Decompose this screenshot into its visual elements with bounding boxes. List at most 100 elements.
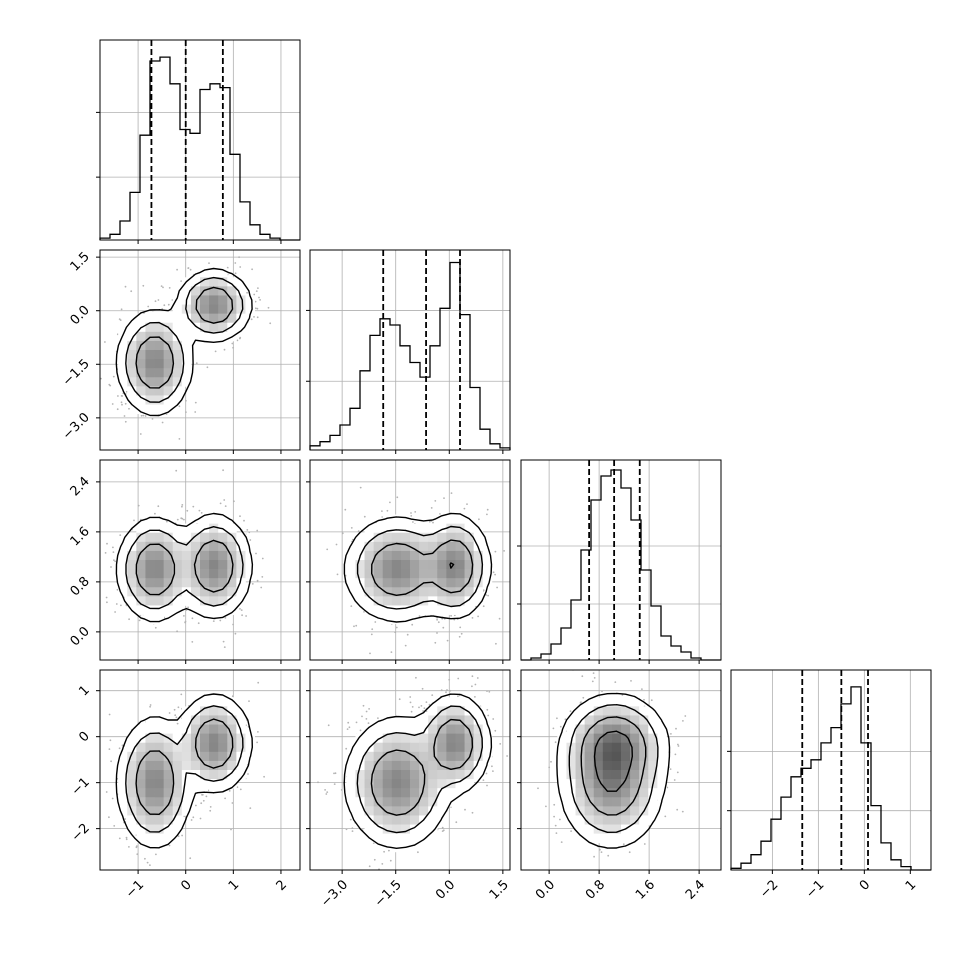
density-cell xyxy=(154,541,165,552)
density-cell xyxy=(127,560,137,570)
density-cell xyxy=(209,286,219,296)
density-cell xyxy=(218,770,228,780)
scatter-point xyxy=(111,403,114,405)
density-cell xyxy=(355,587,365,597)
scatter-point xyxy=(231,342,234,345)
scatter-point xyxy=(256,529,259,532)
scatter-point xyxy=(124,402,127,405)
scatter-point xyxy=(269,322,272,325)
scatter-point xyxy=(168,287,171,289)
scatter-point xyxy=(350,527,353,529)
scatter-point xyxy=(191,641,194,643)
density-cell xyxy=(200,541,210,552)
density-cell xyxy=(190,578,201,588)
density-cell xyxy=(227,605,237,615)
density-cell xyxy=(154,550,165,561)
density-cell xyxy=(145,806,155,816)
density-cell xyxy=(172,368,183,378)
density-cell xyxy=(200,605,210,615)
density-cell xyxy=(163,724,174,735)
density-cell xyxy=(163,359,174,369)
density-cell xyxy=(136,404,146,415)
density-cell xyxy=(190,560,201,570)
density-cell xyxy=(154,760,165,771)
scatter-point xyxy=(208,262,210,264)
density-cell xyxy=(172,340,183,351)
scatter-point xyxy=(255,552,257,555)
scatter-point xyxy=(422,710,424,712)
density-cell xyxy=(373,532,384,543)
density-cell xyxy=(127,824,137,835)
density-cell xyxy=(127,742,137,753)
density-cell xyxy=(446,596,456,606)
density-cell xyxy=(145,514,155,525)
scatter-point xyxy=(248,531,251,534)
scatter-point xyxy=(344,508,347,511)
density-cell xyxy=(209,523,219,534)
panel-2d-3-0 xyxy=(96,669,301,874)
scatter-point xyxy=(119,534,122,536)
panel-2d-2-1 xyxy=(306,459,511,664)
density-cell xyxy=(437,541,447,552)
scatter-point xyxy=(222,469,225,472)
density-cell xyxy=(181,523,192,534)
density-cell xyxy=(181,313,192,324)
density-cell xyxy=(190,587,201,597)
density-cell xyxy=(200,550,210,561)
density-cell xyxy=(355,560,365,570)
density-cell xyxy=(209,596,219,606)
density-cell xyxy=(227,578,237,588)
panel-frame xyxy=(99,249,301,451)
density-cell xyxy=(218,587,228,597)
density-cell xyxy=(391,541,402,552)
density-cell xyxy=(346,550,356,561)
scatter-point xyxy=(418,615,421,617)
density-cell xyxy=(455,532,465,543)
scatter-point xyxy=(449,689,452,692)
scatter-point xyxy=(353,625,355,628)
scatter-point xyxy=(459,626,462,629)
density-cell xyxy=(200,514,210,525)
density-cell xyxy=(136,368,146,378)
density-cell xyxy=(145,605,155,615)
scatter-point xyxy=(389,859,392,862)
scatter-point xyxy=(124,285,127,288)
density-cell xyxy=(464,578,475,588)
density-cell xyxy=(136,578,146,588)
density-cell xyxy=(172,742,183,753)
density-cell xyxy=(163,605,174,615)
density-cell xyxy=(118,779,128,789)
scatter-point xyxy=(340,789,343,791)
density-cell xyxy=(410,587,420,597)
density-cell xyxy=(200,569,210,579)
density-cell xyxy=(145,532,155,543)
density-cell xyxy=(127,797,137,807)
density-cell xyxy=(172,331,183,342)
density-cell xyxy=(127,340,137,351)
scatter-point xyxy=(415,676,417,679)
scatter-point xyxy=(117,395,119,397)
density-cell xyxy=(419,523,429,534)
density-cell xyxy=(382,605,393,615)
density-cell xyxy=(145,368,155,378)
scatter-point xyxy=(317,781,319,784)
scatter-point xyxy=(345,747,348,750)
density-cell xyxy=(118,340,128,351)
scatter-point xyxy=(135,845,138,847)
density-cell xyxy=(382,596,393,606)
density-cell xyxy=(172,724,183,735)
scatter-point xyxy=(183,518,185,521)
scatter-point xyxy=(241,614,244,617)
scatter-point xyxy=(223,348,226,351)
density-cell xyxy=(209,277,219,287)
density-cell xyxy=(382,541,393,552)
density-cell xyxy=(400,578,411,588)
density-cell xyxy=(154,359,165,369)
density-cell xyxy=(227,532,237,543)
density-cell xyxy=(154,368,165,378)
density-cell xyxy=(136,587,146,597)
density-cell xyxy=(200,724,210,735)
scatter-point xyxy=(434,641,437,644)
density-cell xyxy=(136,605,146,615)
density-cell xyxy=(446,550,456,561)
